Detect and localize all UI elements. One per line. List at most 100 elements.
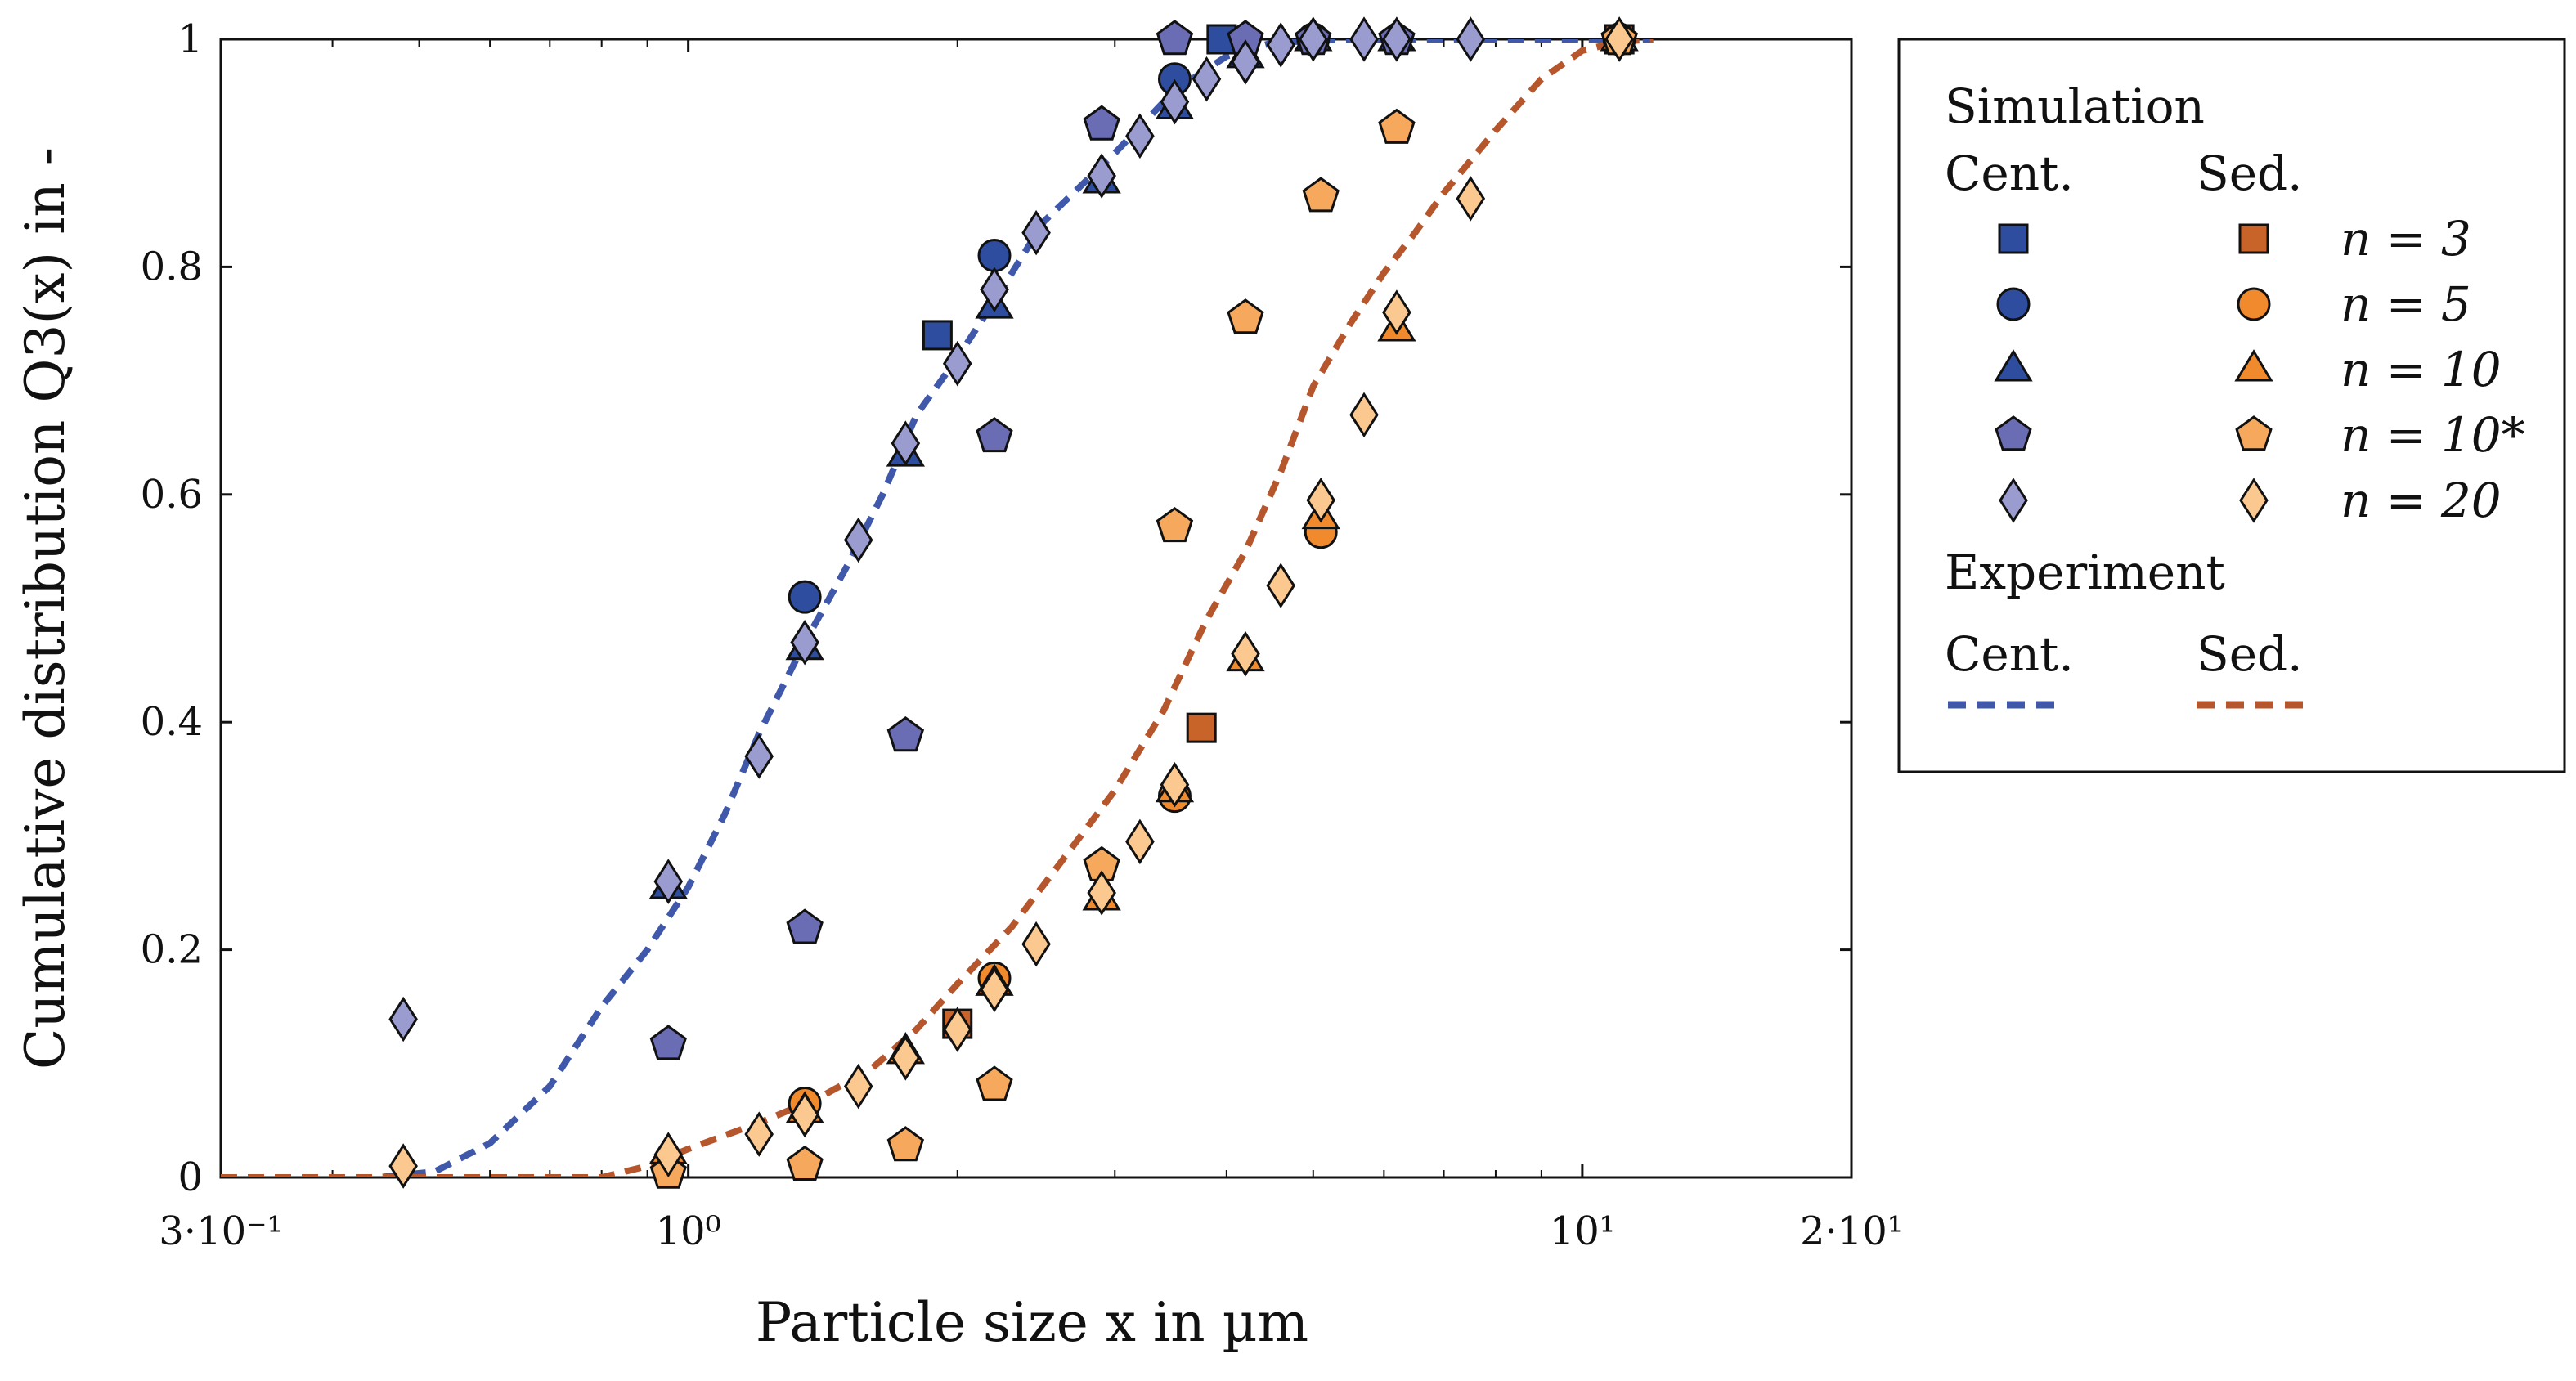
legend-sed-header: Sed. [2197, 146, 2303, 201]
legend-row-label: n = 20 [2340, 473, 2502, 528]
legend-cent-square-marker [1998, 223, 2029, 254]
cent-diamond-point [1382, 16, 1411, 62]
sed-pentagon-point [886, 1126, 925, 1162]
cent-diamond-point [653, 859, 684, 904]
experiment-lines [221, 39, 1654, 1177]
cent-diamond-point [1192, 56, 1222, 102]
cent-diamond-point [1456, 16, 1486, 62]
legend-sed-diamond-marker [2239, 478, 2269, 523]
cent-diamond-point [942, 340, 972, 387]
legend-rows: n = 3 n = 5 n = 10 n = 10* n = 20 [1994, 211, 2525, 528]
cent-diamond-point [843, 517, 873, 563]
cent-diamond-point [1160, 78, 1190, 125]
sed-diamond-point [790, 1092, 819, 1138]
legend: Simulation Cent. Sed. n = 3 n = 5 n = 10 n … [1897, 38, 2566, 773]
experiment-cent-line [221, 39, 1654, 1177]
legend-sed-circle-marker [2237, 287, 2271, 321]
y-tick-label: 0 [177, 1155, 203, 1200]
sed-pentagon-point [1302, 177, 1340, 213]
cent-pentagon-point [1083, 105, 1120, 141]
legend-cent-triangle-marker [1994, 349, 2033, 382]
series-cent-n-5 [788, 22, 1331, 614]
axis-ticks: 0 0.2 0.4 0.6 0.8 1 3·10⁻¹ 10⁰ 10¹ 2·10¹ [141, 16, 1903, 1254]
y-tick-label: 0.4 [141, 699, 203, 745]
y-tick-label: 0.6 [141, 472, 203, 518]
sed-pentagon-point [976, 1065, 1013, 1101]
sed-diamond-point [1349, 392, 1379, 438]
plot-area [219, 38, 1853, 1179]
cent-diamond-point [1125, 113, 1155, 159]
legend-cent-circle-marker [1996, 287, 2031, 321]
cent-diamond-point [1021, 209, 1051, 256]
legend-cent-pentagon-marker [1995, 415, 2032, 451]
sed-diamond-point [1160, 761, 1190, 808]
series-cent-n-20 [388, 16, 1634, 1042]
experiment-sed-line [221, 39, 1654, 1177]
cent-diamond-point [1087, 153, 1116, 199]
legend-row-label: n = 3 [2340, 211, 2471, 267]
cent-diamond-point [790, 619, 819, 666]
cent-circle-point [977, 238, 1012, 272]
y-tick-label: 0.2 [141, 927, 203, 973]
legend-row-label: n = 5 [2340, 276, 2471, 332]
sed-diamond-point [1231, 630, 1260, 677]
sed-diamond-point [1125, 818, 1155, 865]
sed-diamond-point [942, 1007, 972, 1052]
sed-square-point [1186, 712, 1217, 743]
series-sed-n-20 [388, 16, 1634, 1189]
cent-diamond-point [891, 420, 921, 466]
sed-diamond-point [1087, 870, 1116, 916]
legend-sed-square-marker [2238, 223, 2269, 254]
legend-sed-pentagon-marker [2235, 415, 2273, 451]
sed-diamond-point [1456, 176, 1486, 222]
legend-simulation-title: Simulation [1945, 78, 2205, 134]
x-tick-label: 2·10¹ [1800, 1208, 1903, 1254]
cent-pentagon-point [1156, 20, 1194, 56]
x-axis-title: Particle size x in µm [756, 1291, 1308, 1354]
series-cent-n-10- [649, 20, 1638, 1060]
sed-diamond-point [653, 1132, 684, 1177]
cent-diamond-point [1266, 22, 1295, 68]
cent-pentagon-point [786, 908, 824, 944]
y-axis-title: Cumulative distribution Q3(x) in - [14, 147, 77, 1069]
cent-diamond-point [1349, 16, 1379, 62]
legend-row-label: n = 10 [2340, 342, 2502, 397]
sed-diamond-point [1382, 289, 1411, 335]
cent-pentagon-point [886, 716, 925, 752]
sed-diamond-point [891, 1035, 921, 1081]
y-tick-label: 0.8 [141, 244, 203, 289]
legend-cent-diamond-marker [1999, 478, 2028, 523]
legend-exp-sed-label: Sed. [2197, 626, 2303, 682]
cent-diamond-point [744, 733, 774, 779]
x-tick-label: 10¹ [1550, 1208, 1615, 1254]
sed-pentagon-point [786, 1145, 824, 1181]
cent-pentagon-point [649, 1025, 687, 1060]
legend-exp-cent-label: Cent. [1945, 626, 2074, 682]
cent-diamond-point [1299, 16, 1328, 62]
sed-diamond-point [744, 1111, 774, 1157]
y-tick-label: 1 [177, 16, 203, 62]
sed-pentagon-point [1227, 298, 1264, 334]
legend-experiment-title: Experiment [1945, 545, 2225, 600]
legend-cent-header: Cent. [1945, 146, 2074, 201]
sed-diamond-point [388, 1143, 418, 1189]
sed-pentagon-point [1378, 108, 1416, 144]
sed-diamond-point [1021, 921, 1051, 967]
sed-diamond-point [1266, 563, 1295, 608]
cent-diamond-point [1231, 39, 1260, 85]
legend-sed-triangle-marker [2234, 349, 2273, 382]
cent-square-point [922, 320, 953, 351]
simulation-markers [388, 16, 1639, 1189]
cent-diamond-point [980, 267, 1009, 313]
cent-diamond-point [388, 996, 418, 1042]
x-tick-label: 10⁰ [655, 1208, 720, 1254]
series-sed-n-5 [788, 22, 1636, 1121]
cent-pentagon-point [976, 416, 1013, 453]
sed-diamond-point [843, 1063, 873, 1110]
sed-diamond-point [1306, 477, 1335, 523]
sed-diamond-point [980, 966, 1009, 1013]
sed-pentagon-point [1156, 506, 1194, 543]
legend-box [1897, 38, 2566, 773]
x-tick-label: 3·10⁻¹ [159, 1208, 282, 1254]
